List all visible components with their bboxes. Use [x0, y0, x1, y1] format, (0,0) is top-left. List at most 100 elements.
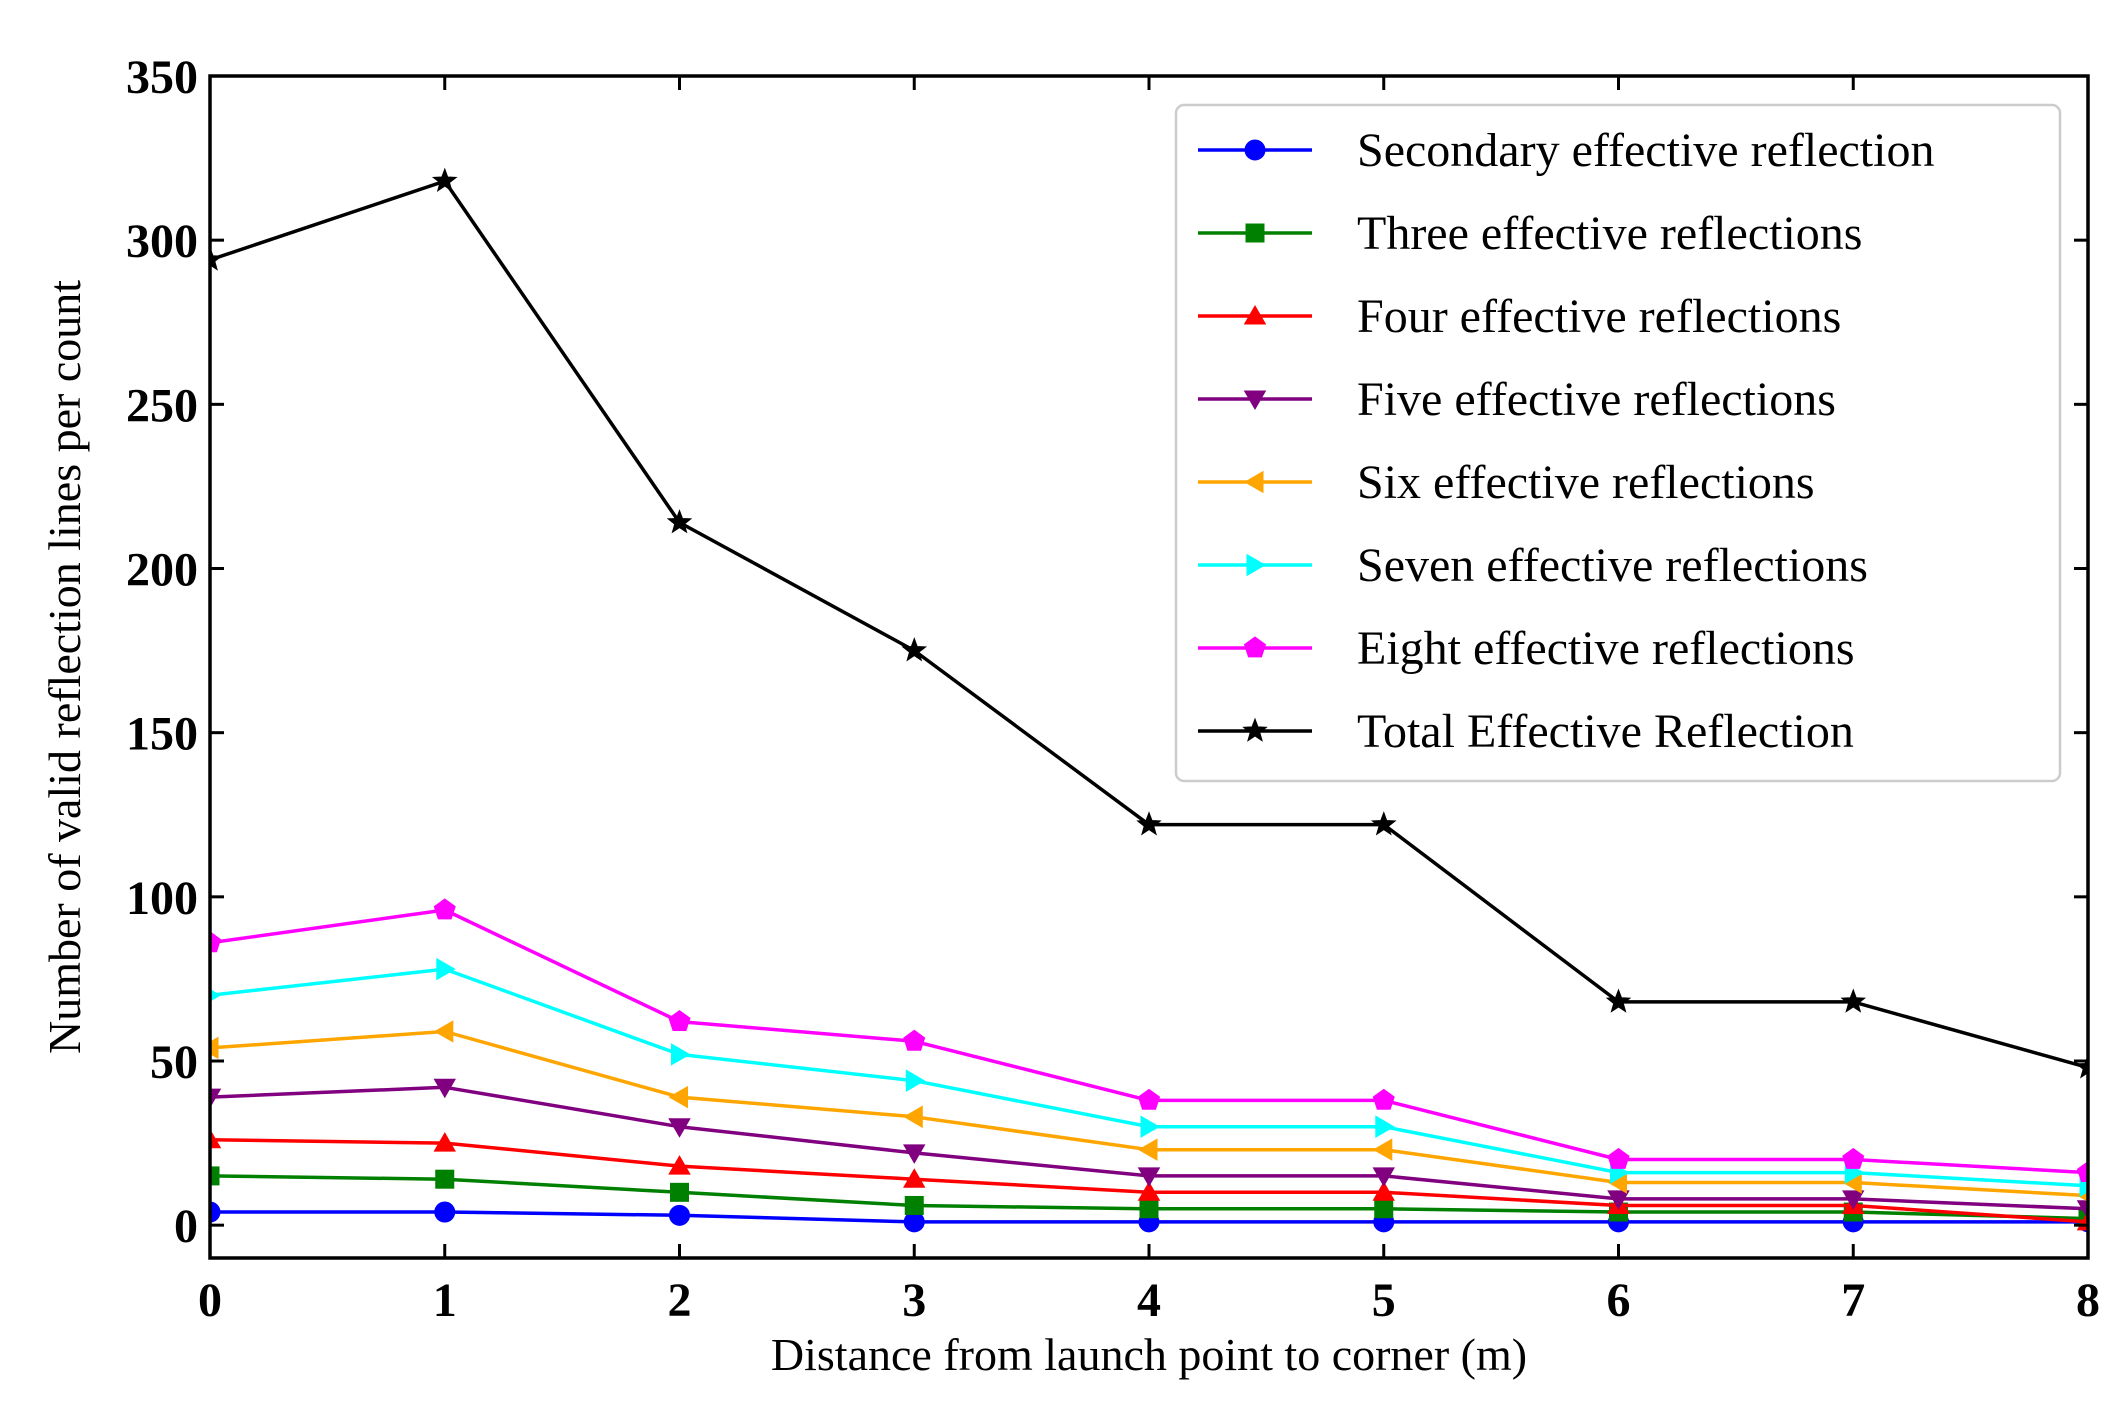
data-point-eight-effective-reflections-3 [903, 1029, 926, 1051]
y-tick-label: 250 [126, 379, 198, 432]
legend-entry-five-effective-reflections: Five effective reflections [1198, 373, 1836, 426]
data-point-four-effective-reflections-1 [433, 1132, 456, 1152]
data-point-total-effective-reflection-6 [1605, 988, 1632, 1013]
legend-label: Four effective reflections [1357, 290, 1841, 343]
data-point-five-effective-reflections-2 [668, 1118, 691, 1138]
axis-ticks: 0 1 2 3 4 5 6 7 8 0 50 100 150 200 250 300 350 [126, 51, 2100, 1327]
data-point-total-effective-reflection-3 [901, 637, 928, 662]
x-tick-label: 3 [902, 1274, 926, 1327]
data-point-total-effective-reflection-8 [2075, 1054, 2088, 1079]
data-point-four-effective-reflections-5 [1372, 1181, 1395, 1201]
y-tick-label: 350 [126, 51, 198, 104]
legend-label: Seven effective reflections [1357, 539, 1868, 592]
legend-entry-total-effective-reflection: Total Effective Reflection [1198, 705, 1854, 758]
legend-entry-four-effective-reflections: Four effective reflections [1198, 290, 1841, 343]
series-eight-effective-reflections [210, 898, 2088, 1182]
data-point-four-effective-reflections-2 [668, 1155, 691, 1175]
data-point-seven-effective-reflections-3 [905, 1069, 926, 1092]
data-point-seven-effective-reflections-1 [436, 957, 456, 981]
data-point-five-effective-reflections-1 [433, 1078, 456, 1099]
series-five-effective-reflections [210, 1078, 2088, 1220]
data-point-eight-effective-reflections-1 [433, 898, 456, 920]
data-point-total-effective-reflection-4 [1136, 811, 1162, 836]
x-axis-title: Distance from launch point to corner (m) [771, 1329, 1527, 1380]
legend-marker [1243, 390, 1267, 410]
data-point-total-effective-reflection-7 [1840, 988, 1867, 1013]
data-point-seven-effective-reflections-4 [1140, 1115, 1160, 1138]
data-point-total-effective-reflection-5 [1370, 811, 1397, 836]
data-point-secondary-effective-reflection-2 [669, 1204, 690, 1226]
y-tick-label: 200 [126, 544, 198, 597]
x-tick-label: 6 [1607, 1274, 1631, 1327]
data-point-total-effective-reflection-2 [666, 509, 693, 534]
data-point-eight-effective-reflections-6 [1607, 1147, 1630, 1169]
data-point-six-effective-reflections-1 [433, 1020, 454, 1043]
legend-marker [1242, 717, 1268, 742]
data-point-eight-effective-reflections-7 [1842, 1147, 1865, 1169]
data-point-seven-effective-reflections-2 [671, 1043, 691, 1066]
legend-box [1174, 103, 2062, 783]
data-point-secondary-effective-reflection-1 [434, 1201, 456, 1223]
data-point-six-effective-reflections-5 [1372, 1138, 1393, 1161]
data-point-three-effective-reflections-1 [435, 1169, 455, 1189]
data-point-eight-effective-reflections-8 [2076, 1160, 2088, 1182]
data-point-three-effective-reflections-5 [1374, 1199, 1394, 1219]
series-line-eight-effective-reflections [210, 908, 2088, 1175]
x-tick-label: 0 [198, 1274, 222, 1327]
legend-marker [1244, 139, 1266, 161]
legend-entry-secondary-effective-reflection: Secondary effective reflection [1198, 124, 1934, 177]
x-tick-label: 4 [1137, 1274, 1161, 1327]
y-tick-label: 100 [126, 872, 198, 925]
series-layer [210, 167, 2088, 1233]
legend-entry-six-effective-reflections: Six effective reflections [1198, 456, 1815, 509]
y-axis-title: Number of valid reflection lines per cou… [39, 280, 90, 1054]
series-total-effective-reflection [210, 167, 2088, 1079]
series-seven-effective-reflections [210, 957, 2088, 1198]
x-tick-label: 8 [2076, 1274, 2100, 1327]
data-point-eight-effective-reflections-2 [668, 1009, 691, 1031]
data-point-eight-effective-reflections-0 [210, 931, 222, 953]
data-point-five-effective-reflections-7 [1842, 1190, 1865, 1210]
data-point-five-effective-reflections-8 [2076, 1200, 2088, 1220]
x-tick-label: 1 [433, 1274, 457, 1327]
series-three-effective-reflections [210, 1166, 2088, 1229]
x-tick-label: 7 [1841, 1274, 1865, 1327]
data-point-six-effective-reflections-3 [903, 1105, 923, 1129]
data-point-six-effective-reflections-2 [668, 1085, 688, 1109]
data-point-five-effective-reflections-4 [1137, 1167, 1161, 1187]
legend: Secondary effective reflection Three effe… [1174, 103, 2062, 783]
data-point-five-effective-reflections-0 [210, 1088, 222, 1109]
legend-label: Secondary effective reflection [1357, 124, 1934, 177]
data-point-six-effective-reflections-4 [1137, 1138, 1158, 1161]
data-point-four-effective-reflections-0 [210, 1128, 222, 1149]
x-tick-label: 2 [668, 1274, 692, 1327]
y-tick-label: 150 [126, 708, 198, 761]
series-four-effective-reflections [210, 1128, 2088, 1231]
data-point-secondary-effective-reflection-0 [210, 1201, 221, 1223]
legend-label: Eight effective reflections [1357, 622, 1855, 675]
data-point-five-effective-reflections-6 [1607, 1190, 1630, 1210]
legend-marker [1245, 223, 1265, 243]
y-tick-label: 0 [174, 1200, 198, 1253]
data-point-eight-effective-reflections-5 [1372, 1088, 1395, 1110]
legend-label: Five effective reflections [1357, 373, 1836, 426]
data-point-four-effective-reflections-4 [1137, 1181, 1161, 1201]
legend-marker [1243, 636, 1267, 658]
data-point-three-effective-reflections-2 [670, 1182, 689, 1202]
data-point-four-effective-reflections-3 [903, 1168, 926, 1188]
data-point-five-effective-reflections-3 [903, 1144, 926, 1164]
legend-label: Six effective reflections [1357, 456, 1815, 509]
legend-marker [1243, 305, 1267, 325]
data-point-six-effective-reflections-0 [210, 1036, 219, 1060]
legend-marker [1246, 553, 1266, 577]
legend-marker [1244, 470, 1264, 494]
data-point-three-effective-reflections-4 [1139, 1199, 1159, 1219]
legend-entry-seven-effective-reflections: Seven effective reflections [1198, 539, 1868, 592]
data-point-eight-effective-reflections-4 [1137, 1088, 1161, 1110]
data-point-three-effective-reflections-0 [210, 1166, 220, 1186]
data-point-three-effective-reflections-8 [2078, 1209, 2088, 1229]
data-point-three-effective-reflections-3 [904, 1195, 924, 1215]
legend-label: Three effective reflections [1357, 207, 1862, 260]
legend-entry-eight-effective-reflections: Eight effective reflections [1198, 622, 1855, 675]
